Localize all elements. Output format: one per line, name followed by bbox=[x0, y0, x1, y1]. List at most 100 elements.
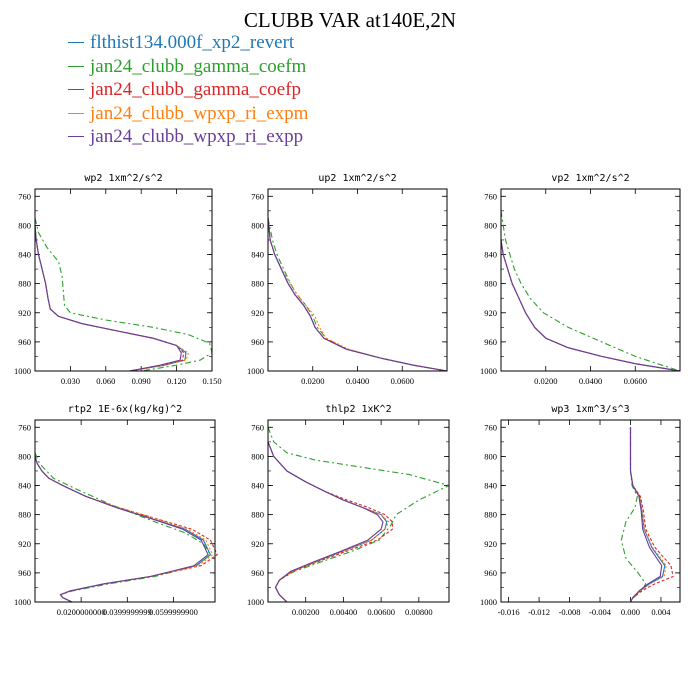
x-tick-label: 0.0400 bbox=[579, 376, 602, 386]
y-tick-label: 1000 bbox=[247, 366, 264, 376]
panel-title: vp2 1xm^2/s^2 bbox=[551, 173, 629, 184]
x-tick-label: 0.00600 bbox=[367, 607, 395, 617]
x-tick-label: 0.004 bbox=[651, 607, 671, 617]
legend-label: jan24_clubb_gamma_coefp bbox=[90, 79, 302, 100]
y-tick-label: 880 bbox=[484, 510, 497, 520]
y-tick-label: 880 bbox=[18, 279, 31, 289]
chart-panel: up2 1xm^2/s^2 760 800 840 880 920 960 1000 0.020… bbox=[247, 173, 448, 386]
legend-line-icon bbox=[68, 42, 84, 44]
y-tick-label: 840 bbox=[251, 481, 264, 491]
legend-item: jan24_clubb_wpxp_ri_expp bbox=[68, 125, 308, 149]
y-tick-label: 1000 bbox=[247, 597, 264, 607]
chart-panel: thlp2 1xK^2 760 800 840 880 920 960 1000 0.00200… bbox=[247, 404, 450, 617]
y-tick-label: 800 bbox=[484, 220, 497, 230]
series-line bbox=[34, 452, 211, 603]
x-tick-label: 0.120 bbox=[167, 376, 186, 386]
panel-title: thlp2 1xK^2 bbox=[325, 404, 391, 415]
y-tick-label: 920 bbox=[251, 539, 264, 549]
y-tick-label: 800 bbox=[18, 451, 31, 461]
y-tick-label: 800 bbox=[18, 220, 31, 230]
y-tick-label: 760 bbox=[18, 422, 31, 432]
series-line bbox=[34, 456, 211, 603]
y-tick-label: 1000 bbox=[14, 597, 31, 607]
y-tick-label: 800 bbox=[251, 220, 264, 230]
chart-panel: rtp2 1E-6x(kg/kg)^2 760 800 840 880 920 960 100… bbox=[14, 404, 218, 617]
series-line bbox=[267, 441, 384, 603]
y-tick-label: 840 bbox=[251, 250, 264, 260]
x-tick-label: 0.0600 bbox=[624, 376, 647, 386]
x-tick-label: 0.0599999900 bbox=[149, 607, 198, 617]
y-tick-label: 800 bbox=[251, 451, 264, 461]
x-tick-label: -0.008 bbox=[559, 607, 581, 617]
series-line bbox=[267, 218, 448, 372]
y-tick-label: 960 bbox=[484, 337, 497, 347]
legend-item: flthist134.000f_xp2_revert bbox=[68, 31, 308, 55]
y-tick-label: 880 bbox=[484, 279, 497, 289]
y-tick-label: 920 bbox=[484, 539, 497, 549]
y-tick-label: 920 bbox=[484, 308, 497, 318]
plot-frame bbox=[500, 188, 681, 372]
plot-frame bbox=[267, 188, 448, 372]
series-line bbox=[34, 225, 185, 372]
chart-panel: wp2 1xm^2/s^2 760 800 840 880 920 960 1000 0.030… bbox=[14, 173, 222, 386]
y-tick-label: 920 bbox=[18, 308, 31, 318]
y-tick-label: 880 bbox=[18, 510, 31, 520]
series-line bbox=[500, 239, 681, 372]
series-line bbox=[267, 427, 450, 603]
x-tick-label: 0.0600 bbox=[391, 376, 414, 386]
x-tick-label: 0.000 bbox=[621, 607, 640, 617]
legend-item: jan24_clubb_gamma_coefp bbox=[68, 78, 308, 102]
chart-panel: wp3 1xm^3/s^37608008408809209601000-0.01… bbox=[480, 404, 681, 617]
legend-label: jan24_clubb_wpxp_ri_expp bbox=[90, 126, 304, 147]
series-line bbox=[34, 456, 209, 603]
panel-title: wp3 1xm^3/s^3 bbox=[551, 404, 629, 415]
series-line bbox=[629, 427, 663, 603]
y-tick-label: 1000 bbox=[480, 597, 497, 607]
x-tick-label: 0.00400 bbox=[330, 607, 358, 617]
y-tick-label: 880 bbox=[251, 510, 264, 520]
x-tick-label: 0.0200 bbox=[301, 376, 324, 386]
y-tick-label: 760 bbox=[251, 422, 264, 432]
y-tick-label: 760 bbox=[251, 191, 264, 201]
legend-line-icon bbox=[68, 65, 84, 67]
series-line bbox=[500, 239, 681, 372]
y-tick-label: 920 bbox=[18, 539, 31, 549]
series-line bbox=[629, 427, 667, 603]
y-tick-label: 760 bbox=[484, 422, 497, 432]
y-tick-label: 760 bbox=[18, 191, 31, 201]
series-line bbox=[629, 427, 674, 603]
x-tick-label: -0.012 bbox=[528, 607, 550, 617]
legend-label: jan24_clubb_gamma_coefm bbox=[90, 55, 307, 77]
legend-item: jan24_clubb_wpxp_ri_expm bbox=[68, 102, 308, 126]
x-tick-label: 0.0400 bbox=[346, 376, 369, 386]
x-tick-label: -0.004 bbox=[589, 607, 612, 617]
panel-title: wp2 1xm^2/s^2 bbox=[84, 173, 162, 184]
series-line bbox=[267, 441, 388, 603]
x-tick-label: 0.090 bbox=[132, 376, 151, 386]
plot-frame bbox=[500, 419, 681, 603]
series-line bbox=[500, 239, 681, 372]
y-tick-label: 880 bbox=[251, 279, 264, 289]
y-tick-label: 960 bbox=[251, 337, 264, 347]
x-tick-label: 0.150 bbox=[202, 376, 221, 386]
y-tick-label: 840 bbox=[18, 481, 31, 491]
chart-panel: vp2 1xm^2/s^2 760 800 840 880 920 960 1000 0.020… bbox=[480, 173, 681, 386]
y-tick-label: 960 bbox=[18, 568, 31, 578]
legend-line-icon bbox=[68, 136, 84, 138]
plot-frame bbox=[267, 419, 450, 603]
x-tick-label: 0.00200 bbox=[292, 607, 320, 617]
x-tick-label: 0.0200 bbox=[534, 376, 557, 386]
series-line bbox=[34, 225, 182, 372]
x-tick-label: 0.030 bbox=[61, 376, 80, 386]
series-line bbox=[267, 441, 393, 603]
x-tick-label: 0.0399999999 bbox=[103, 607, 152, 617]
y-tick-label: 960 bbox=[251, 568, 264, 578]
plot-frame bbox=[34, 419, 216, 603]
y-tick-label: 840 bbox=[18, 250, 31, 260]
x-tick-label: 0.00800 bbox=[405, 607, 433, 617]
plot-frame bbox=[34, 188, 213, 372]
series-line bbox=[267, 441, 390, 603]
legend-label: jan24_clubb_wpxp_ri_expm bbox=[90, 102, 309, 124]
legend: flthist134.000f_xp2_revert jan24_clubb_g… bbox=[68, 31, 308, 149]
